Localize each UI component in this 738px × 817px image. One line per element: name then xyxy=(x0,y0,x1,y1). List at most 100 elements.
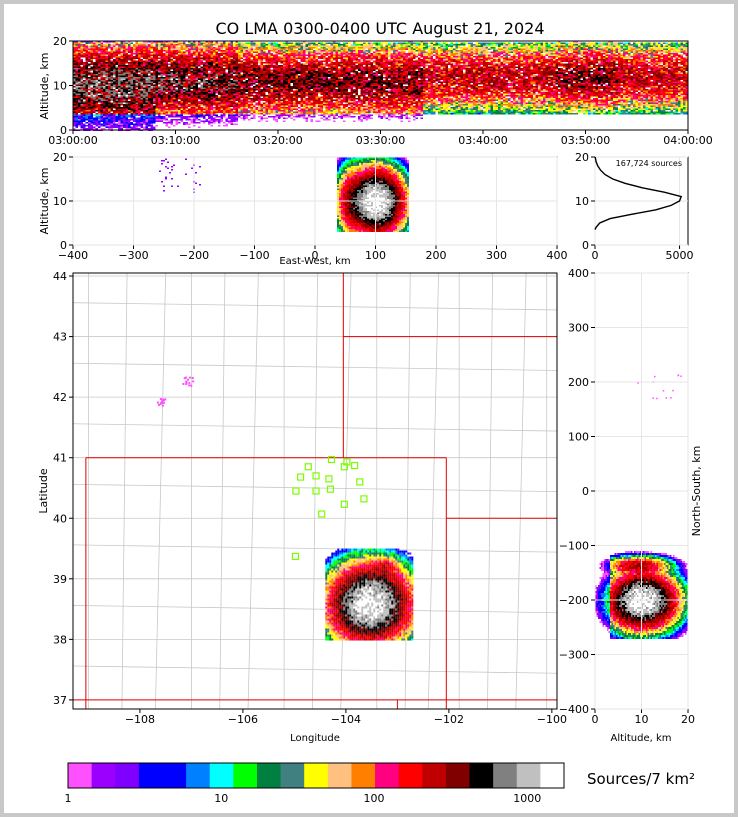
time-altitude-cell xyxy=(283,107,286,109)
time-altitude-cell xyxy=(278,51,281,53)
time-altitude-cell xyxy=(123,48,126,50)
time-altitude-cell xyxy=(300,96,303,98)
time-altitude-cell xyxy=(203,98,206,100)
time-altitude-cell xyxy=(268,90,271,92)
time-altitude-cell xyxy=(205,108,208,110)
time-altitude-cell xyxy=(243,44,246,46)
time-altitude-cell xyxy=(218,122,221,124)
time-altitude-cell xyxy=(123,42,126,44)
time-altitude-cell xyxy=(303,47,306,49)
time-altitude-cell xyxy=(223,45,226,47)
time-altitude-cell xyxy=(215,65,218,67)
time-altitude-cell xyxy=(223,50,226,52)
time-altitude-cell xyxy=(80,104,83,106)
time-altitude-cell xyxy=(110,93,113,95)
time-altitude-cell xyxy=(150,113,153,115)
time-altitude-cell xyxy=(95,96,98,98)
time-altitude-cell xyxy=(125,72,128,74)
time-altitude-cell xyxy=(193,54,196,56)
time-altitude-cell xyxy=(280,93,283,95)
time-altitude-cell xyxy=(260,68,263,70)
time-altitude-cell xyxy=(283,66,286,68)
time-altitude-cell xyxy=(245,81,248,83)
time-altitude-cell xyxy=(85,113,88,115)
time-altitude-cell xyxy=(123,98,126,100)
time-altitude-cell xyxy=(173,125,176,127)
time-altitude-cell xyxy=(298,95,301,97)
time-altitude-cell xyxy=(140,47,143,49)
time-altitude-cell xyxy=(210,101,213,103)
time-altitude-cell xyxy=(258,50,261,52)
time-altitude-cell xyxy=(128,78,131,80)
time-altitude-cell xyxy=(228,60,231,62)
time-altitude-cell xyxy=(250,63,253,65)
time-altitude-cell xyxy=(215,68,218,70)
time-altitude-cell xyxy=(213,47,216,49)
time-altitude-cell xyxy=(230,99,233,101)
time-altitude-cell xyxy=(148,48,151,50)
time-altitude-cell xyxy=(230,93,233,95)
time-altitude-cell xyxy=(128,101,131,103)
time-altitude-cell xyxy=(170,62,173,64)
time-altitude-cell xyxy=(270,102,273,104)
time-altitude-cell xyxy=(198,74,201,76)
time-altitude-cell xyxy=(123,126,126,128)
time-altitude-cell xyxy=(193,93,196,95)
time-altitude-cell xyxy=(305,117,308,119)
time-altitude-cell xyxy=(160,113,163,115)
time-altitude-cell xyxy=(153,122,156,124)
time-altitude-cell xyxy=(135,57,138,59)
time-altitude-cell xyxy=(235,81,238,83)
time-altitude-cell xyxy=(143,107,146,109)
time-altitude-cell xyxy=(115,62,118,64)
time-altitude-cell xyxy=(135,128,138,130)
time-altitude-cell xyxy=(298,101,301,103)
time-altitude-cell xyxy=(245,99,248,101)
time-altitude-cell xyxy=(308,105,311,107)
time-altitude-cell xyxy=(183,57,186,59)
time-altitude-cell xyxy=(93,120,96,122)
time-altitude-cell xyxy=(108,63,111,65)
time-altitude-cell xyxy=(223,57,226,59)
time-altitude-cell xyxy=(210,66,213,68)
time-altitude-cell xyxy=(245,101,248,103)
time-altitude-cell xyxy=(198,72,201,74)
time-altitude-cell xyxy=(213,66,216,68)
time-altitude-cell xyxy=(305,104,308,106)
time-altitude-cell xyxy=(195,110,198,112)
time-altitude-cell xyxy=(145,60,148,62)
time-altitude-cell xyxy=(80,42,83,44)
time-altitude-cell xyxy=(108,99,111,101)
time-altitude-cell xyxy=(158,101,161,103)
time-altitude-cell xyxy=(270,78,273,80)
time-altitude-cell xyxy=(268,48,271,50)
time-altitude-cell xyxy=(125,113,128,115)
time-altitude-cell xyxy=(75,56,78,58)
time-altitude-cell xyxy=(183,45,186,47)
time-altitude-cell xyxy=(153,42,156,44)
time-altitude-cell xyxy=(130,89,133,91)
time-altitude-cell xyxy=(140,71,143,73)
time-altitude-cell xyxy=(288,72,291,74)
time-altitude-cell xyxy=(165,77,168,79)
time-altitude-cell xyxy=(170,83,173,85)
time-altitude-cell xyxy=(250,83,253,85)
time-altitude-cell xyxy=(263,53,266,55)
time-altitude-cell xyxy=(275,110,278,112)
time-altitude-cell xyxy=(98,66,101,68)
time-altitude-cell xyxy=(215,104,218,106)
time-altitude-cell xyxy=(290,111,293,113)
time-altitude-cell xyxy=(193,42,196,44)
time-altitude-cell xyxy=(270,56,273,58)
time-altitude-cell xyxy=(205,72,208,74)
time-altitude-cell xyxy=(123,44,126,46)
time-altitude-cell xyxy=(230,65,233,67)
time-altitude-cell xyxy=(85,95,88,97)
time-altitude-cell xyxy=(185,95,188,97)
time-altitude-cell xyxy=(138,53,141,55)
time-altitude-cell xyxy=(165,113,168,115)
time-altitude-cell xyxy=(305,84,308,86)
time-altitude-cell xyxy=(150,126,153,128)
time-altitude-cell xyxy=(213,113,216,115)
time-altitude-cell xyxy=(143,44,146,46)
